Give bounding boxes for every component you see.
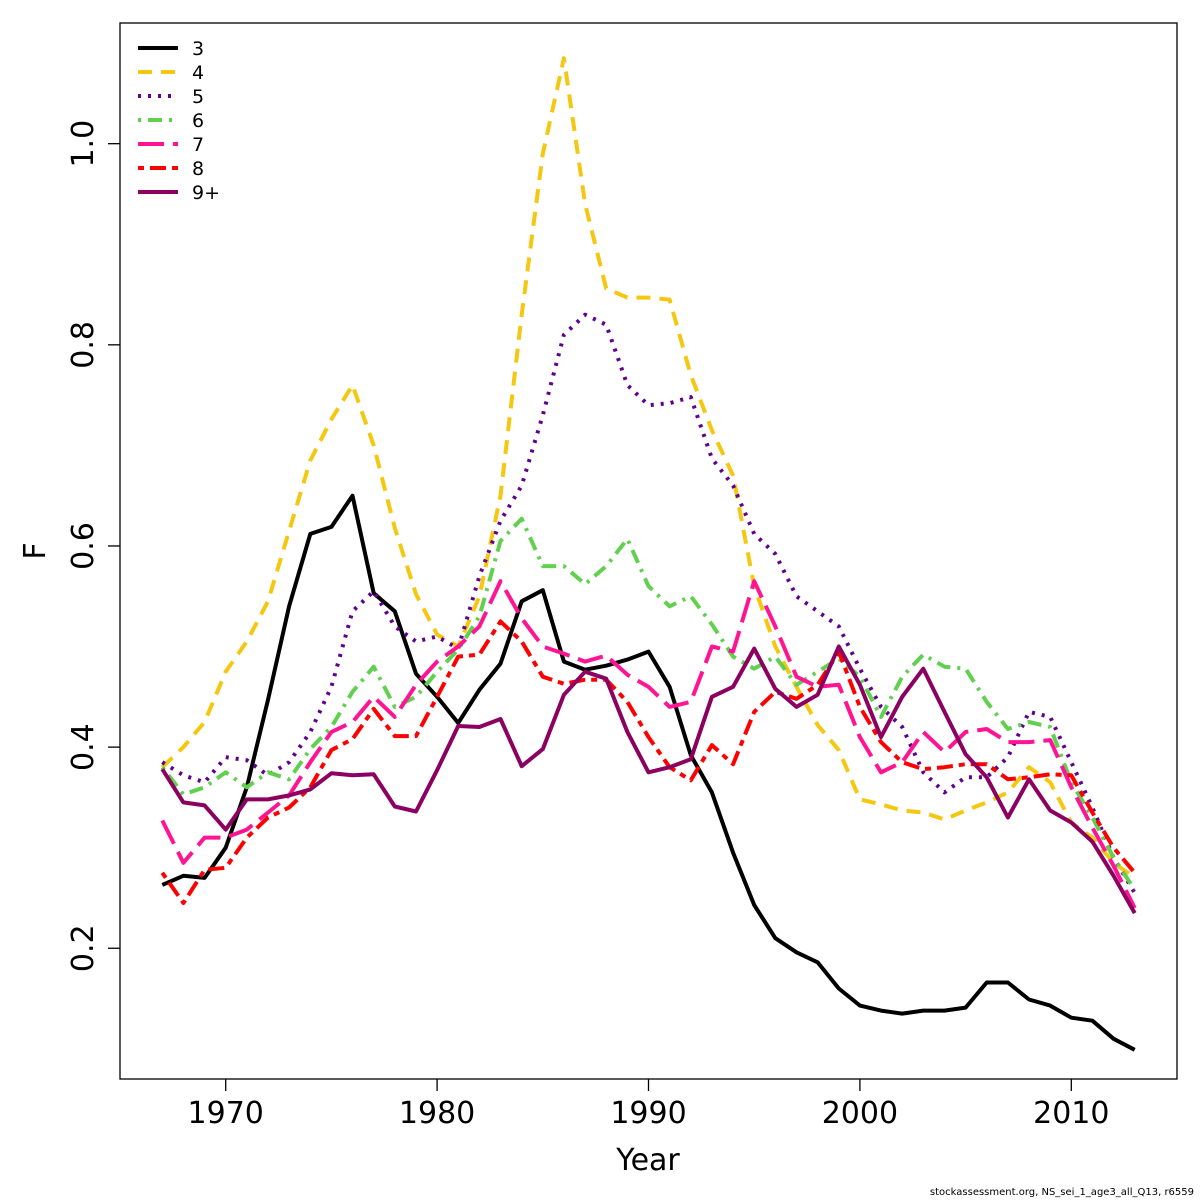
series-line-6 — [160, 516, 1137, 891]
y-tick-label: 0.6 — [66, 522, 101, 570]
y-tick-label: 1.0 — [66, 120, 101, 168]
legend-label: 3 — [192, 38, 204, 60]
y-axis-title: F — [18, 542, 53, 559]
series-line-4 — [160, 56, 1136, 880]
legend-label: 6 — [192, 110, 204, 132]
series-line-7 — [160, 579, 1137, 909]
legend-label: 9+ — [192, 182, 220, 204]
y-tick-label: 0.4 — [66, 723, 101, 771]
x-tick-label: 1980 — [399, 1096, 475, 1131]
legend-label: 4 — [192, 62, 204, 84]
series-line-3 — [161, 493, 1136, 1052]
x-tick-label: 1970 — [188, 1096, 264, 1131]
x-tick-label: 1990 — [610, 1096, 686, 1131]
legend-label: 8 — [192, 158, 204, 180]
x-axis: 1970 1980 1990 2000 2010 — [188, 1079, 1109, 1131]
series-layer — [160, 56, 1137, 1052]
series-line-5 — [161, 312, 1137, 894]
series-line-9plus — [160, 644, 1137, 915]
x-tick-label: 2000 — [822, 1096, 898, 1131]
x-axis-title: Year — [615, 1143, 680, 1178]
legend-label: 5 — [192, 86, 204, 108]
y-tick-label: 0.2 — [66, 924, 101, 972]
legend-label: 7 — [192, 134, 204, 156]
footer-note: stockassessment.org, NS_sei_1_age3_all_Q… — [929, 1187, 1194, 1198]
y-axis: 0.2 0.4 0.6 0.8 1.0 — [66, 120, 120, 972]
x-tick-label: 2010 — [1033, 1096, 1109, 1131]
y-tick-label: 0.8 — [66, 321, 101, 369]
